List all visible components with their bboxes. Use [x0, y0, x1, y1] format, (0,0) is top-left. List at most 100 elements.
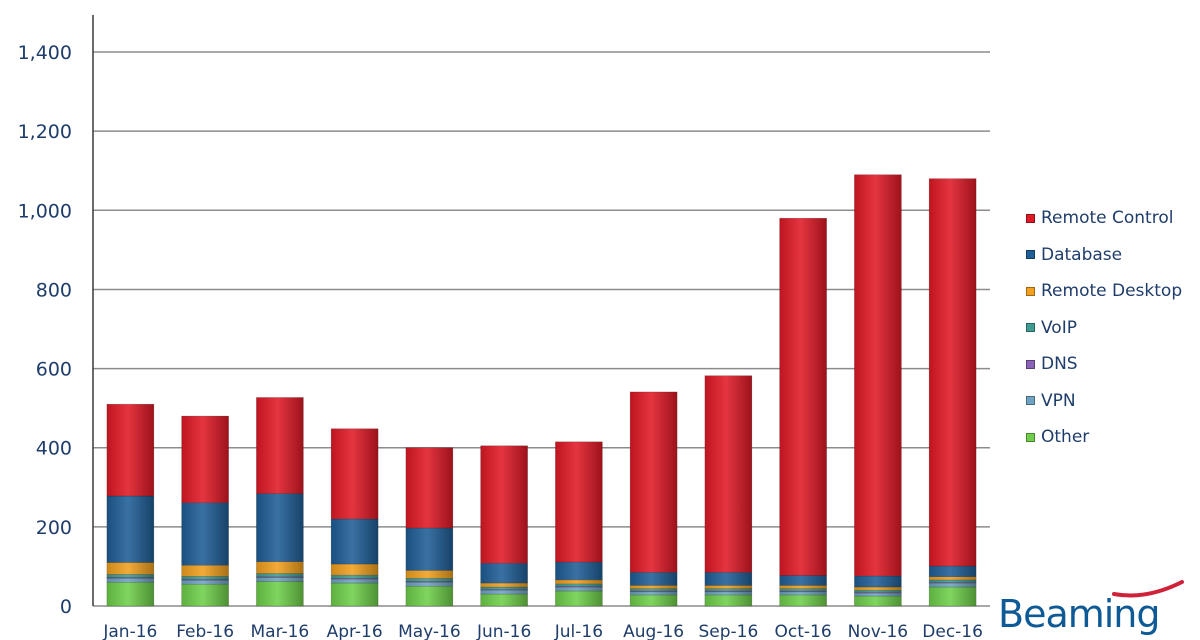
- bar-segment-database: [629, 572, 678, 586]
- bar-segment-database: [854, 575, 902, 588]
- x-tick-label: Feb-16: [176, 622, 234, 640]
- bar-segment-vpn: [704, 591, 753, 596]
- legend-item: Remote Desktop: [1026, 273, 1182, 310]
- bar-segment-database: [330, 518, 379, 565]
- y-tick-label: 800: [36, 279, 72, 301]
- x-tick-label: Sep-16: [698, 622, 758, 640]
- x-tick-label: Oct-16: [775, 622, 832, 640]
- y-tick-label: 0: [60, 596, 72, 618]
- logo-swoosh: [1112, 580, 1184, 598]
- bar-segment-vpn: [330, 578, 379, 584]
- bar-segment-other: [928, 586, 977, 607]
- bar-segment-other: [555, 590, 603, 607]
- bar-segment-remote-desktop: [256, 561, 304, 574]
- legend-swatch: [1026, 396, 1035, 406]
- bar-segment-voip: [555, 583, 603, 587]
- legend-swatch: [1026, 286, 1035, 296]
- legend-label: Other: [1041, 427, 1090, 448]
- bar-segment-other: [106, 581, 155, 607]
- bar-segment-remote-control: [256, 397, 304, 494]
- bar-segment-voip: [405, 578, 454, 582]
- grid-lines: [93, 51, 990, 607]
- x-tick-label: Nov-16: [848, 622, 909, 640]
- bar-segment-vpn: [854, 592, 902, 597]
- bar-segment-database: [555, 561, 603, 581]
- bar-segment-dns: [330, 578, 379, 580]
- bar-segment-other: [405, 585, 454, 607]
- legend-label: Remote Control: [1041, 208, 1174, 229]
- bar-segment-remote-control: [555, 441, 603, 563]
- legend-item: Other: [1026, 419, 1182, 456]
- bar-segment-remote-control: [106, 403, 155, 497]
- bar-segment-database: [181, 502, 229, 566]
- bar-segment-other: [480, 593, 528, 607]
- bar-segment-remote-desktop: [405, 570, 454, 579]
- legend-item: DNS: [1026, 346, 1182, 383]
- bar-segment-database: [779, 575, 827, 586]
- x-tick-label: Apr-16: [327, 622, 383, 640]
- y-tick-label: 600: [36, 359, 72, 381]
- y-tick-label: 200: [36, 517, 72, 539]
- bar-segment-remote-desktop: [928, 576, 977, 581]
- bar-segment-database: [106, 495, 155, 563]
- bar-segment-vpn: [405, 581, 454, 587]
- bar-segment-voip: [256, 573, 304, 578]
- legend-label: Remote Desktop: [1041, 281, 1183, 302]
- y-tick-label: 1,200: [18, 121, 72, 143]
- bar-segment-voip: [704, 588, 753, 592]
- bar-segment-remote-control: [854, 174, 902, 577]
- bar-segment-remote-control: [405, 447, 454, 529]
- bar-segment-remote-desktop: [106, 562, 155, 575]
- bars: [106, 174, 977, 607]
- bar-segment-other: [779, 594, 827, 607]
- bar-segment-remote-control: [928, 178, 977, 567]
- legend-item: Remote Control: [1026, 200, 1182, 237]
- bar-segment-database: [256, 493, 304, 562]
- x-tick-label: May-16: [398, 622, 461, 640]
- x-axis-tick-labels: Jan-16 Feb-16 Mar-16 Apr-16 May-16 Jun-16 Jul-…: [102, 622, 983, 640]
- bar-segment-remote-control: [779, 217, 827, 576]
- bar-segment-remote-control: [480, 445, 528, 564]
- bar-segment-voip: [330, 574, 379, 579]
- x-tick-label: Jan-16: [102, 622, 157, 640]
- bar-segment-other: [181, 583, 229, 607]
- bar-segment-other: [629, 594, 678, 607]
- bar-segment-remote-control: [181, 415, 229, 504]
- y-tick-label: 400: [36, 438, 72, 460]
- bar-segment-vpn: [555, 586, 603, 592]
- x-tick-label: Jun-16: [476, 622, 531, 640]
- legend-item: VPN: [1026, 383, 1182, 420]
- bar-segment-voip: [779, 588, 827, 592]
- legend-swatch: [1026, 359, 1035, 369]
- brand-logo: Beaming: [996, 578, 1200, 640]
- legend-label: DNS: [1041, 354, 1078, 375]
- bar-segment-voip: [928, 579, 977, 583]
- legend-swatch: [1026, 250, 1035, 260]
- bar-segment-voip: [480, 586, 528, 590]
- legend-swatch: [1026, 432, 1035, 442]
- x-tick-label: Jul-16: [554, 622, 603, 640]
- bar-segment-vpn: [928, 582, 977, 588]
- x-tick-label: Dec-16: [922, 622, 983, 640]
- bar-segment-other: [704, 594, 753, 607]
- bar-segment-database: [704, 572, 753, 586]
- bar-segment-other: [256, 581, 304, 607]
- bar-segment-database: [928, 565, 977, 578]
- bar-segment-vpn: [256, 577, 304, 582]
- y-tick-label: 1,000: [18, 200, 72, 222]
- legend-label: Database: [1041, 244, 1123, 265]
- bar-segment-remote-desktop: [480, 582, 528, 588]
- bar-segment-remote-desktop: [555, 579, 603, 585]
- bar-segment-vpn: [181, 579, 229, 585]
- bar-segment-remote-desktop: [629, 585, 678, 589]
- bar-segment-remote-desktop: [854, 586, 902, 591]
- legend-swatch: [1026, 213, 1035, 223]
- bar-segment-remote-desktop: [779, 585, 827, 589]
- bar-segment-vpn: [480, 589, 528, 595]
- bar-segment-remote-control: [330, 428, 379, 520]
- legend-swatch: [1026, 323, 1035, 333]
- legend-label: VPN: [1041, 390, 1076, 411]
- bar-segment-remote-desktop: [181, 564, 229, 577]
- legend-item: Database: [1026, 237, 1182, 274]
